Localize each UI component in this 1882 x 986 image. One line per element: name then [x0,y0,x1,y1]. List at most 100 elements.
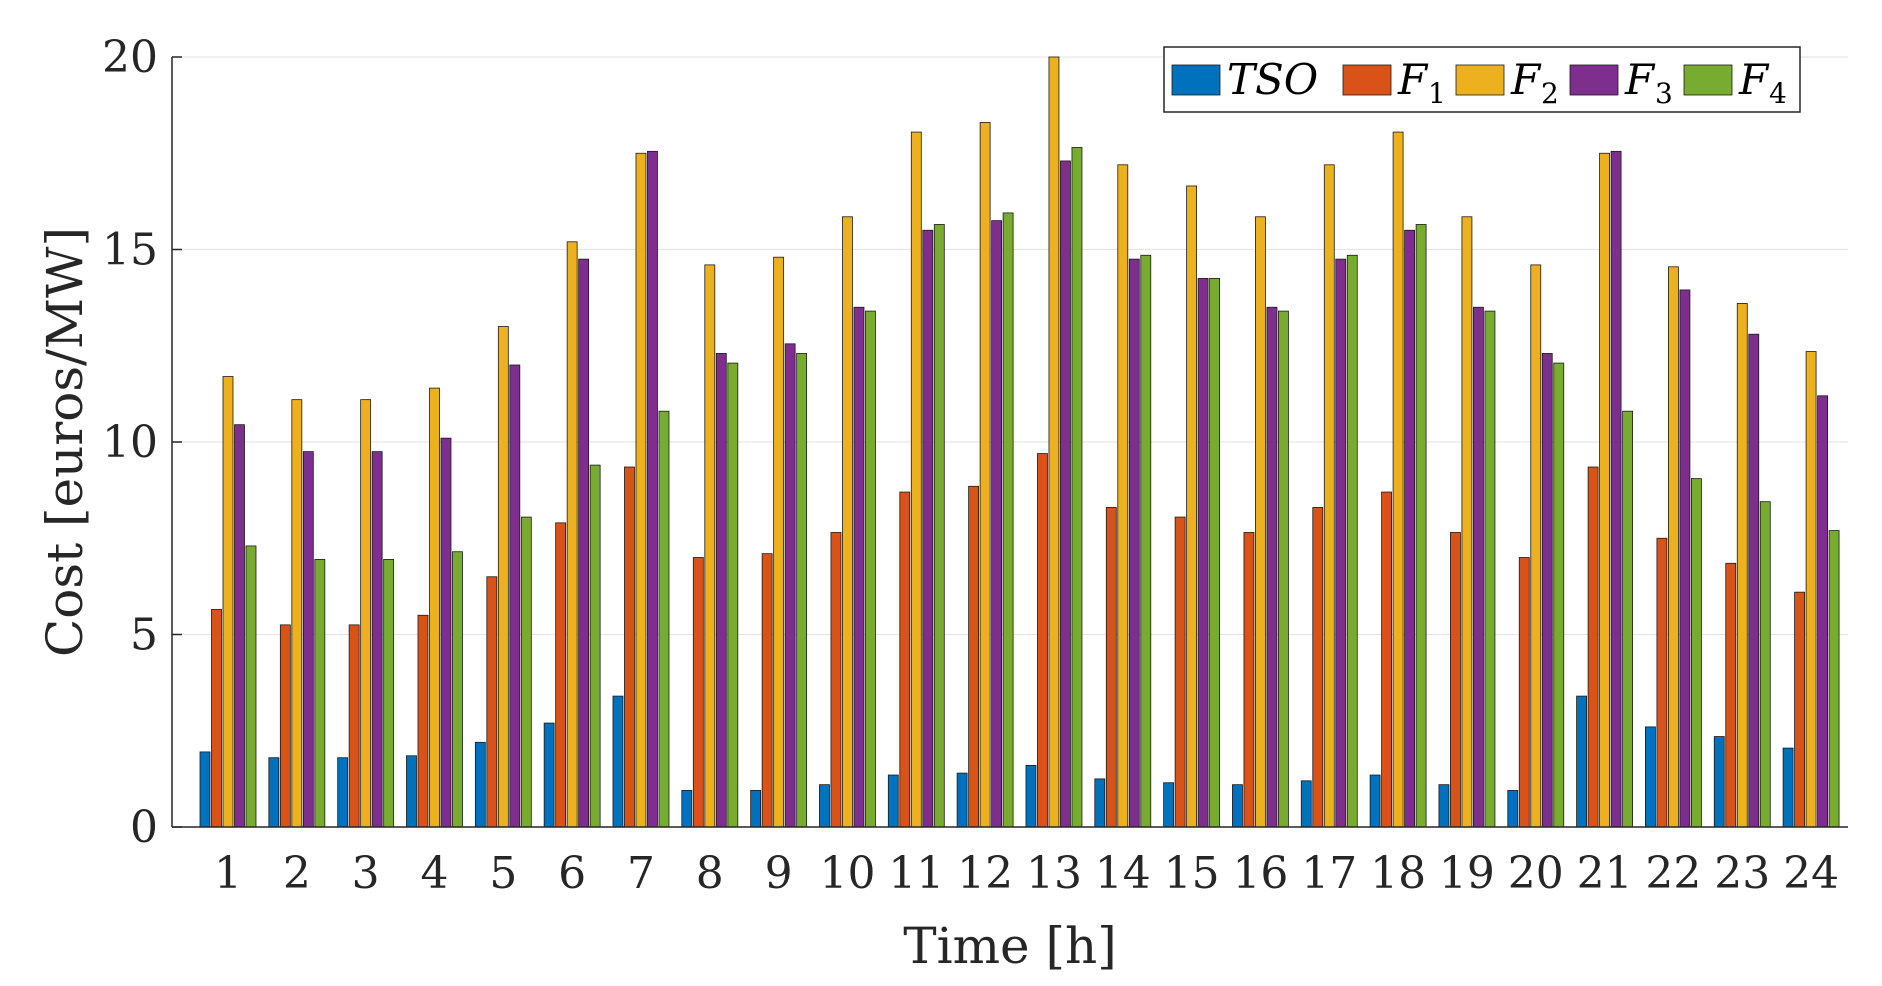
legend: TSO F 1 F 2 F 3 F 4 [1163,46,1801,113]
x-tick-label: 11 [888,848,944,899]
bar-tso-8 [681,790,693,828]
bar-f1-9 [761,553,773,828]
legend-label-f2: F [1510,55,1542,104]
bar-f3-4 [440,437,452,828]
y-tick-labels: 0 5 10 15 20 [102,32,158,853]
bar-tso-20 [1507,790,1519,828]
x-tick-label: 17 [1301,848,1357,899]
bar-f3-15 [1197,277,1209,828]
x-tick-label: 1 [214,848,242,899]
bar-f2-16 [1255,216,1266,828]
bar-f2-7 [635,152,647,828]
bar-f3-13 [1060,160,1071,828]
bar-f2-14 [1117,164,1129,828]
x-tick-label: 22 [1645,848,1701,899]
bar-tso-9 [750,790,762,828]
bar-f1-1 [211,609,222,828]
bar-f1-8 [692,557,704,828]
bar-f3-8 [715,353,727,828]
bar-tso-24 [1782,747,1794,828]
bar-f2-19 [1461,216,1473,828]
bar-tso-12 [956,772,968,828]
bar-f3-11 [922,229,934,828]
bar-f1-12 [968,485,980,828]
x-tick-label: 3 [352,848,380,899]
bar-f3-14 [1128,258,1140,828]
bar-f1-13 [1037,453,1048,828]
y-tick-label: 10 [102,417,158,468]
x-tick-label: 2 [283,848,311,899]
x-tick-label: 24 [1783,848,1839,899]
bar-tso-16 [1232,784,1243,828]
bar-f3-23 [1748,333,1760,828]
bar-tso-17 [1300,780,1312,828]
bar-f1-11 [899,491,911,828]
bar-f2-4 [429,387,440,828]
bar-f2-8 [704,264,716,828]
x-tick-label: 21 [1577,848,1633,899]
bar-f2-3 [360,399,372,828]
bar-f4-21 [1622,410,1633,828]
x-tick-label: 9 [765,848,793,899]
bar-f4-23 [1759,501,1771,828]
bar-f1-19 [1450,532,1461,828]
x-tick-label: 6 [558,848,586,899]
bar-tso-6 [543,722,555,828]
bar-tso-15 [1163,782,1175,828]
y-tick-label: 15 [102,225,158,276]
bar-f4-8 [727,362,739,828]
bar-tso-7 [612,695,624,828]
bar-f3-9 [784,343,796,828]
bar-f1-14 [1105,507,1117,828]
bar-tso-23 [1713,736,1725,828]
bar-f2-1 [222,376,234,828]
bar-f3-12 [991,220,1003,828]
bar-f3-6 [578,258,590,828]
bar-f4-18 [1415,224,1427,828]
bar-f3-19 [1473,306,1484,828]
bar-tso-19 [1438,784,1450,828]
bar-f3-21 [1610,150,1622,828]
bar-tso-10 [819,784,830,828]
bar-f2-11 [910,131,922,828]
bar-f2-24 [1805,351,1817,828]
x-tick-label: 12 [957,848,1013,899]
bar-f4-13 [1071,147,1083,828]
x-tick-label: 10 [819,848,875,899]
bar-f1-18 [1381,491,1393,828]
bar-f1-5 [486,576,498,828]
bar-f1-23 [1725,562,1737,828]
y-axis-title: Cost [euros/MW] [36,227,94,657]
bar-f4-11 [933,224,945,828]
bar-tso-3 [337,757,349,828]
bar-f4-16 [1278,310,1289,828]
bar-tso-11 [887,774,899,828]
legend-label-f4: F [1738,55,1770,104]
bar-tso-5 [474,741,486,828]
axes [171,57,1848,828]
bar-f4-17 [1346,254,1358,828]
x-tick-label: 23 [1714,848,1770,899]
bar-f4-9 [796,353,808,828]
bar-f3-16 [1266,306,1278,828]
bar-f3-10 [853,306,865,828]
legend-label-tso: TSO [1227,55,1318,104]
x-tick-label: 20 [1508,848,1564,899]
bar-f4-5 [520,516,532,828]
bar-f2-18 [1392,131,1404,828]
bar-f4-10 [865,310,876,828]
bar-f2-5 [497,326,509,828]
bar-f3-20 [1541,353,1553,828]
x-axis-title: Time [h] [903,917,1116,975]
bar-f2-12 [979,122,991,828]
bar-f1-21 [1587,466,1599,828]
bar-f3-18 [1404,229,1416,828]
bar-f2-9 [773,256,785,828]
bar-f3-2 [302,451,314,828]
bar-f2-23 [1736,302,1748,828]
bar-f3-7 [647,150,658,828]
legend-label-f3: F [1624,55,1656,104]
legend-subscript: 3 [1655,77,1673,110]
bar-f2-20 [1530,264,1542,828]
